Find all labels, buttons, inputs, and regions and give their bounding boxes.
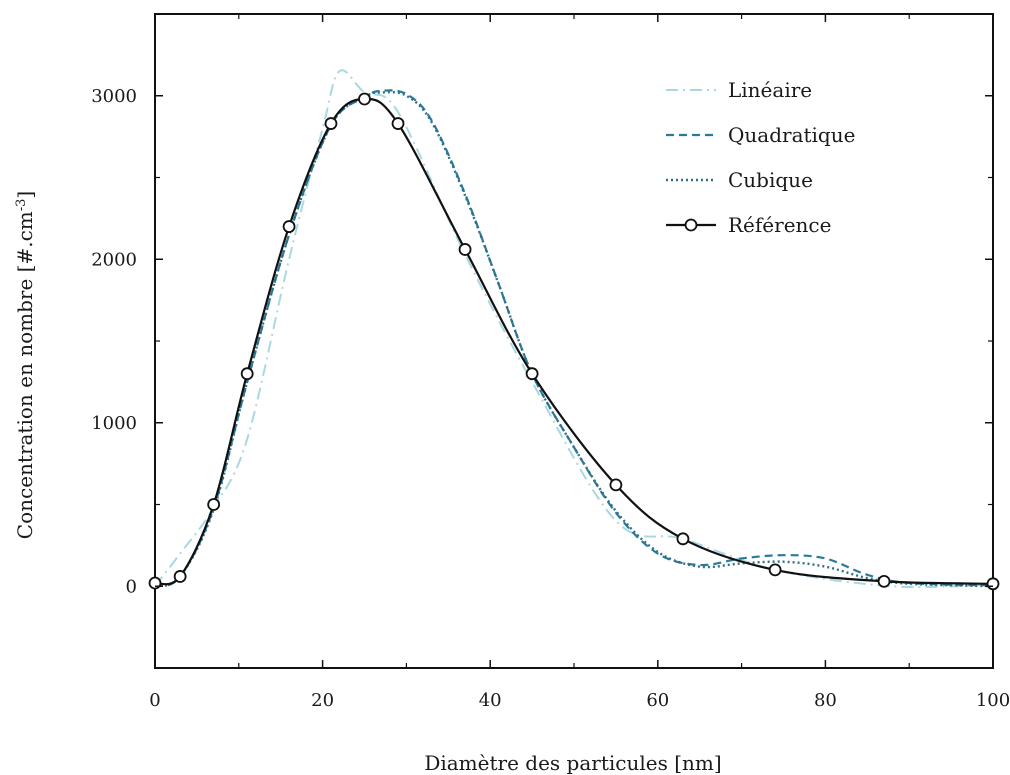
x-tick-label: 40 <box>479 690 502 711</box>
x-tick-label: 100 <box>976 690 1010 711</box>
y-axis-label-sup: -3 <box>14 199 29 212</box>
y-tick-label: 0 <box>126 576 137 597</box>
data-point-reference <box>525 367 539 381</box>
x-tick-label: 0 <box>149 690 160 711</box>
series-line-reference <box>154 97 994 586</box>
series-line-lineaire <box>154 69 994 589</box>
x-axis-label: Diamètre des particules [nm] <box>424 751 721 775</box>
data-point-reference <box>240 367 254 381</box>
data-point-reference <box>173 570 187 583</box>
legend-label-reference: Référence <box>728 213 831 237</box>
y-tick-label: 3000 <box>91 86 137 107</box>
y-tick-label: 2000 <box>91 249 137 270</box>
data-point-reference <box>282 220 296 233</box>
y-axis-label: Concentration en nombre [#.cm-3] <box>13 191 37 539</box>
y-tick-label: 1000 <box>91 413 137 434</box>
y-axis-label-main: Concentration en nombre [#.cm <box>13 211 37 539</box>
data-point-reference <box>986 577 1000 591</box>
data-point-reference <box>768 563 782 577</box>
data-point-reference <box>458 243 472 256</box>
y-axis-label-end: ] <box>13 191 37 199</box>
legend-label-lineaire: Linéaire <box>728 78 812 102</box>
series-line-quadratique <box>154 89 994 588</box>
data-point-reference <box>324 117 338 130</box>
x-tick-label: 20 <box>311 690 334 711</box>
plot-frame <box>154 13 994 669</box>
data-point-reference <box>676 532 690 546</box>
x-tick-label: 80 <box>814 690 837 711</box>
data-point-reference <box>609 478 623 492</box>
legend-marker-reference <box>684 218 698 232</box>
legend-label-quadratique: Quadratique <box>728 123 855 147</box>
series-layer <box>148 69 1000 591</box>
data-point-reference <box>207 498 221 511</box>
x-tick-label: 60 <box>646 690 669 711</box>
data-point-reference <box>358 92 371 106</box>
legend-label-cubique: Cubique <box>728 168 813 192</box>
data-point-reference <box>391 117 405 130</box>
series-line-cubique <box>154 90 994 588</box>
legend: Linéaire Quadratique Cubique Référence <box>666 78 855 237</box>
plot-border <box>154 13 994 669</box>
data-point-reference <box>877 574 891 588</box>
